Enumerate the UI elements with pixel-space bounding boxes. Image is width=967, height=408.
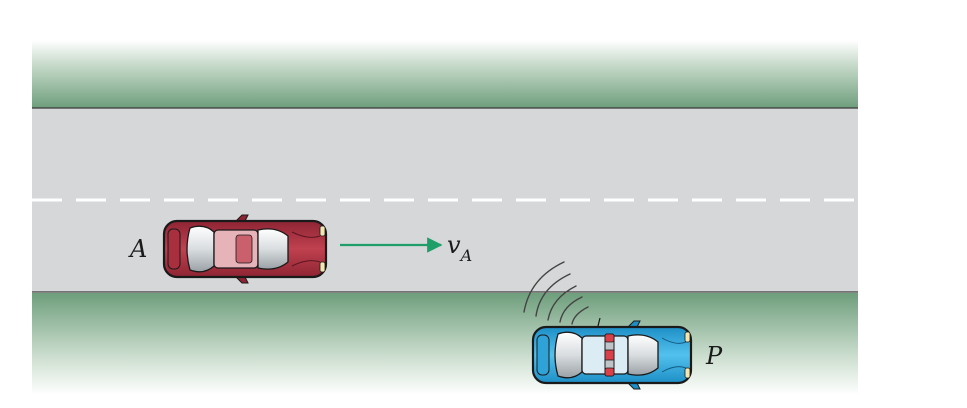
grass-top	[32, 40, 858, 108]
red-sedan-icon	[162, 214, 328, 284]
car-a-label: A	[128, 235, 147, 263]
grass-bottom	[32, 293, 858, 395]
velocity-label: vA	[447, 231, 472, 265]
velocity-subscript: A	[459, 246, 473, 265]
radar-waves-icon	[523, 261, 589, 325]
police-car-icon	[531, 317, 693, 390]
velocity-symbol: v	[447, 231, 461, 259]
car-p-label: P	[705, 342, 723, 370]
